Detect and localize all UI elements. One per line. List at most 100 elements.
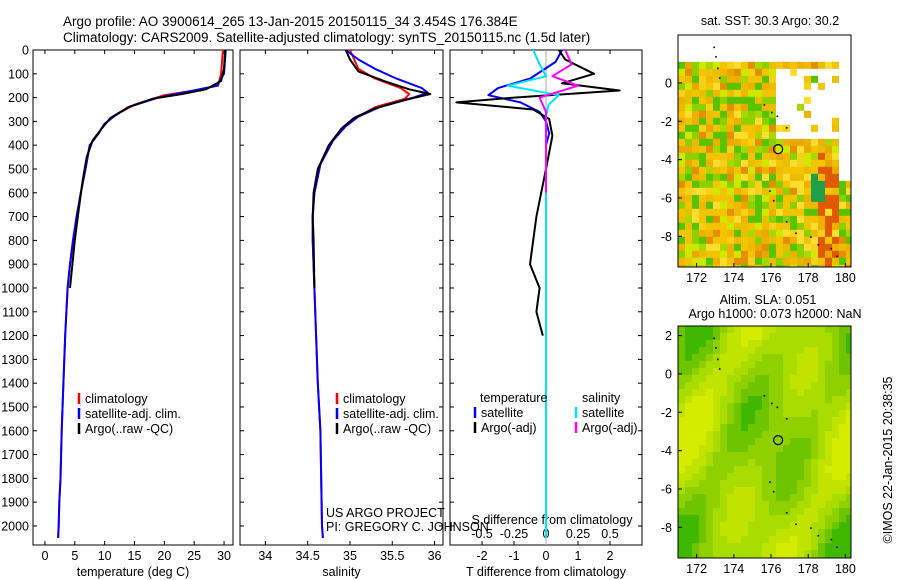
x-axis-label: T difference from climatology xyxy=(466,565,627,579)
x-tick-label: 10 xyxy=(98,549,112,563)
sla-map-title: Altim. SLA: 0.051 xyxy=(720,293,817,307)
series-line-argo-raw-qc- xyxy=(69,49,227,289)
x2-tick-label: 0.5 xyxy=(601,527,618,541)
sst-missing-cloud xyxy=(678,35,851,62)
y-tick-label: -2 xyxy=(661,406,672,420)
series-line-satellite-adj-clim- xyxy=(57,49,227,538)
legend-label: satellite-adj. clim. xyxy=(343,407,439,421)
profile-panel-3: -2 -1 0 1 2 T difference from climatology -0.5… xyxy=(449,49,643,579)
x-tick-label: 0 xyxy=(41,549,48,563)
map-frame xyxy=(677,34,852,268)
x-tick-label: 178 xyxy=(798,562,819,576)
x-tick-label: 1 xyxy=(575,549,582,563)
sst-map-field xyxy=(678,35,851,267)
x2-tick-label: -0.25 xyxy=(500,527,529,541)
x-tick-label: 176 xyxy=(761,562,782,576)
x2-axis-label: S difference from climatology xyxy=(472,513,634,527)
pi-text: PI: GREGORY C. JOHNSON xyxy=(326,520,489,534)
x-tick-label: 2 xyxy=(607,549,614,563)
y-tick-label: 1400 xyxy=(1,377,29,391)
legend-label: satellite xyxy=(481,406,523,420)
y-tick-label: 2 xyxy=(665,329,672,343)
y-tick-label: 1900 xyxy=(1,496,29,510)
map-frame xyxy=(677,325,852,559)
island-dots xyxy=(713,337,838,549)
y-tick-label: -2 xyxy=(661,115,672,129)
x-tick-label: 20 xyxy=(157,549,171,563)
x-tick-label: 176 xyxy=(761,271,782,285)
x-tick-label: 178 xyxy=(798,271,819,285)
x-tick-label: 174 xyxy=(723,271,744,285)
profile-panel-2: 34 34.5 35 35.5 36 salinity xyxy=(239,49,444,579)
legend-label: satellite-adj. clim. xyxy=(85,407,181,421)
y-tick-label: 0 xyxy=(665,367,672,381)
series-line-argo-adj- xyxy=(455,50,621,336)
legend-label: Argo(-adj) xyxy=(582,421,638,435)
sla-map-subtitle: Argo h1000: 0.073 h2000: NaN xyxy=(688,307,861,321)
series-line-climatology xyxy=(311,49,411,538)
legend-label: climatology xyxy=(85,392,148,406)
x-tick-label: -2 xyxy=(476,549,487,563)
y-tick-label: -6 xyxy=(661,482,672,496)
island-dots xyxy=(713,46,838,258)
series-line-argo-adj- xyxy=(538,50,579,193)
credit-text: ©IMOS 22-Jan-2015 20:38:35 xyxy=(881,376,895,543)
project-text: US ARGO PROJECT xyxy=(326,506,445,520)
sla-map-field xyxy=(678,326,851,558)
y-tick-label: -4 xyxy=(661,444,672,458)
x-axis-label: salinity xyxy=(322,565,361,579)
y-tick-label: -6 xyxy=(661,191,672,205)
series-line-argo-raw-qc- xyxy=(311,49,432,289)
x-tick-label: 35 xyxy=(343,549,357,563)
sla-map-axes: 172 174 176 178 180 2 0 -2 -4 -6 -8 xyxy=(661,325,856,576)
profile-location-marker xyxy=(773,435,784,446)
y-tick-label: 300 xyxy=(8,115,29,129)
x-tick-label: 30 xyxy=(217,549,231,563)
x-tick-label: 35.5 xyxy=(380,549,404,563)
y-tick-label: 1000 xyxy=(1,281,29,295)
legend-header: salinity xyxy=(582,391,621,405)
x-tick-label: 34.5 xyxy=(295,549,319,563)
sst-map-axes: 172 174 176 178 180 0 -2 -4 -6 -8 xyxy=(661,34,856,285)
y-tick-label: 1600 xyxy=(1,424,29,438)
y-tick-label: 0 xyxy=(22,44,29,58)
legend-label: climatology xyxy=(343,392,406,406)
series-group xyxy=(57,49,227,538)
y-tick-label: 1800 xyxy=(1,472,29,486)
x-tick-label: 34 xyxy=(258,549,272,563)
y-tick-label: 1300 xyxy=(1,353,29,367)
y-tick-label: 800 xyxy=(8,234,29,248)
y-tick-label: 200 xyxy=(8,91,29,105)
plot-frame xyxy=(32,49,234,546)
y-tick-label: 400 xyxy=(8,139,29,153)
y-tick-label: 1100 xyxy=(2,305,29,319)
y-tick-label: 900 xyxy=(8,258,29,272)
series-line-climatology xyxy=(57,49,224,538)
x-tick-label: 180 xyxy=(835,271,856,285)
y-tick-label: 100 xyxy=(8,67,29,81)
x-axis-label: temperature (deg C) xyxy=(77,565,190,579)
y-tick-label: -8 xyxy=(661,521,672,535)
y-tick-label: 1500 xyxy=(1,400,29,414)
plot-frame xyxy=(239,49,444,546)
y-tick-label: -8 xyxy=(661,230,672,244)
x-tick-label: 36 xyxy=(428,549,442,563)
y-tick-label: 700 xyxy=(8,210,29,224)
legend-label: Argo(..raw -QC) xyxy=(343,422,431,436)
x-tick-label: 0 xyxy=(543,549,550,563)
profile-location-marker xyxy=(773,144,784,155)
legend-panel-3: temperature salinitysatelliteArgo(-adj)sa… xyxy=(473,391,638,435)
series-group xyxy=(455,50,621,538)
y-tick-label: 600 xyxy=(8,186,29,200)
legend-header: temperature xyxy=(480,391,547,405)
sst-map-title: sat. SST: 30.3 Argo: 30.2 xyxy=(701,14,839,28)
y-tick-label: 2000 xyxy=(1,519,29,533)
x-tick-label: 5 xyxy=(71,549,78,563)
x2-tick-label: -0.5 xyxy=(471,527,493,541)
legend-label: Argo(-adj) xyxy=(481,421,537,435)
x-tick-label: 180 xyxy=(835,562,856,576)
legend-label: Argo(..raw -QC) xyxy=(85,422,173,436)
